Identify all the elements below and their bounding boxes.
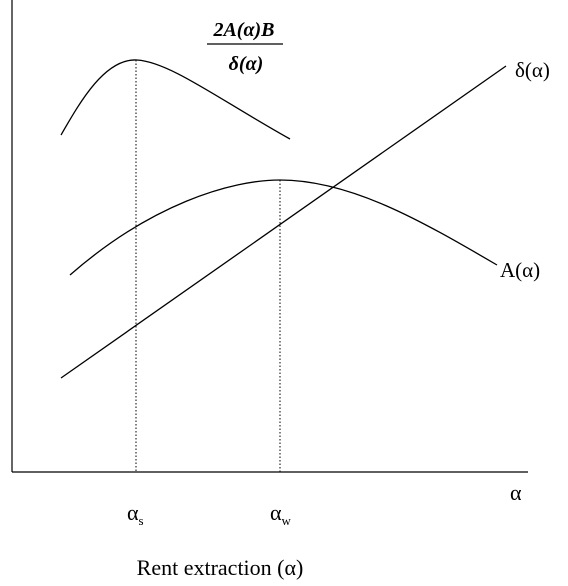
fraction-denominator: δ(α) [229,53,264,75]
alpha-w-sub: w [282,513,292,528]
fraction-numerator: 2A(α)B [212,19,274,41]
alpha-w-base: α [270,500,282,525]
axis-symbol: α [510,480,522,505]
alpha-s-sub: s [139,513,144,528]
delta-label: δ(α) [515,58,550,82]
delta-line [60,65,507,379]
ratio-curve [60,59,291,140]
a-curve [69,179,498,276]
x-axis-title: Rent extraction (α) [137,555,304,580]
alpha-s-base: α [127,500,139,525]
a-label: A(α) [500,258,540,282]
alpha-s-label: αs [127,500,144,528]
alpha-w-label: αw [270,500,292,528]
